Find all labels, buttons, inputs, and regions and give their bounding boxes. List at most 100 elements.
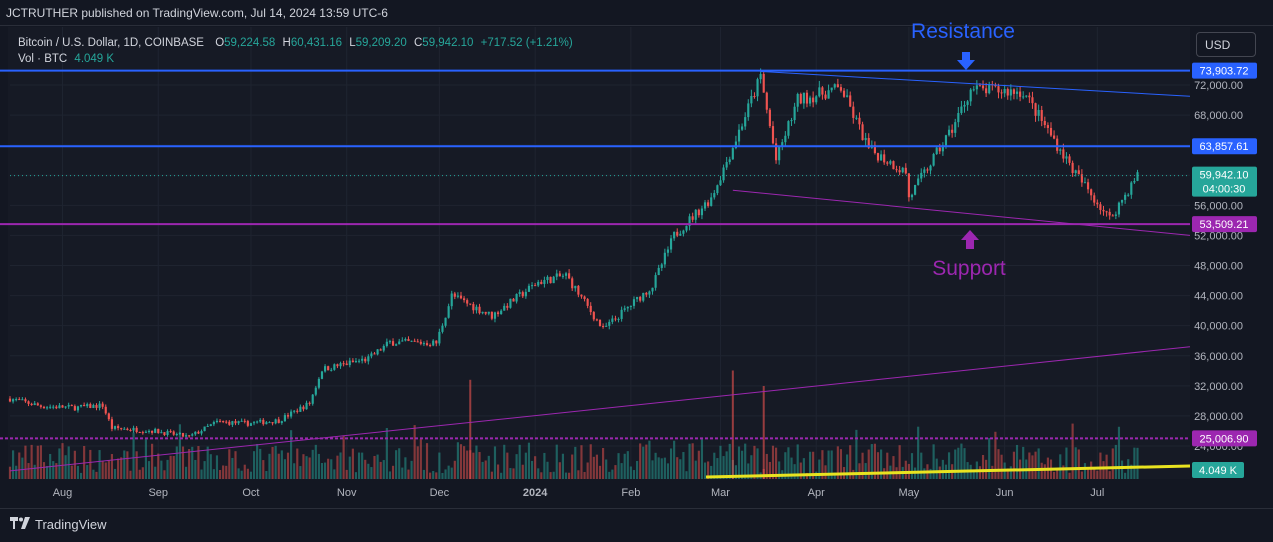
volume-bar [385,428,388,479]
volume-bar [935,458,938,479]
candle-body [737,129,741,142]
volume-bar [1056,469,1059,479]
time-tick-label: Nov [337,487,357,499]
candle-body [382,345,385,351]
volume-bar [438,452,441,479]
candle-body [691,216,694,220]
candle-body [157,428,160,434]
candle-body [398,341,401,345]
volume-bar [611,469,614,479]
volume-bar [617,453,620,479]
candle-body [484,311,487,314]
candle-body [722,167,725,181]
currency-button[interactable]: USD [1196,32,1256,57]
volume-label[interactable]: Vol · BTC [18,53,68,65]
close-label: C [413,37,423,49]
candle-body [620,309,623,319]
volume-bar [849,445,852,479]
volume-bar [558,462,561,479]
candle-body [1120,199,1124,203]
candle-body [200,431,203,434]
candle-body [283,415,287,422]
volume-bar [1012,451,1016,479]
volume-bar [741,450,744,479]
volume-bar [379,461,382,479]
level-badge [1192,430,1257,447]
candle-body [1053,135,1056,139]
volume-bar [18,452,21,479]
volume-bar [1120,460,1124,479]
volume-bar [42,462,46,479]
volume-bar [957,447,960,479]
volume-bar [867,449,870,479]
volume-value: 4.049 K [74,53,115,65]
volume-bar [552,471,555,479]
candle-body [416,341,419,343]
volume-bar [1083,463,1087,479]
candle-body [1102,209,1105,212]
chart-area[interactable] [8,27,1190,479]
volume-bar [586,462,589,479]
volume-bar [12,450,15,479]
candle-body [568,273,571,279]
symbol-label[interactable]: Bitcoin / U.S. Dollar, 1D, COINBASE [18,37,204,49]
candle-body [218,420,222,422]
candle-body [1099,204,1102,210]
candle-body [515,293,518,302]
volume-bar [1090,461,1093,479]
volume-bar [629,466,632,479]
candle-body [419,341,422,344]
candle-body [753,95,756,97]
candle-body [901,167,904,173]
volume-bar [21,457,24,479]
candle-body [756,79,759,97]
volume-bar [870,444,873,479]
candle-body [496,312,500,315]
candle-body [1074,170,1077,174]
price-tick-label: 48,000.00 [1194,261,1243,273]
candle-body [666,249,670,253]
volume-bar [534,456,537,479]
candle-body [611,318,614,322]
volume-bar [228,449,231,479]
volume-bar [364,459,367,479]
volume-bar [79,472,83,479]
volume-bar [1009,466,1012,479]
volume-bar [472,452,475,479]
long-trendline [9,346,1191,472]
volume-bar [1022,446,1025,479]
candle-body [808,97,812,104]
candle-body [876,153,880,161]
candle-body [725,162,728,168]
volume-bar [274,445,277,479]
candle-body [450,293,453,307]
volume-bar [676,457,679,479]
candle-body [1127,194,1130,196]
candle-body [478,306,481,314]
volume-bar [481,461,484,479]
candle-body [472,304,475,311]
volume-bar [929,468,932,479]
candle-body [413,340,416,342]
volume-bar [1117,426,1121,479]
candle-body [892,161,895,170]
volume-bar [101,461,104,479]
volume-bar [401,467,404,479]
candle-body [203,426,206,432]
candle-body [771,126,775,144]
candle-body [391,341,395,346]
candle-body [506,305,509,308]
last-price-badge [1192,166,1257,197]
candle-body [524,291,527,297]
volume-bar [1130,464,1133,479]
volume-bar [855,429,858,479]
arrow-down-icon [957,52,975,70]
volume-bar [660,458,663,479]
tradingview-brand[interactable]: TradingView [10,517,107,532]
price-chart[interactable]: 24,000.0028,000.0032,000.0036,000.0040,0… [0,0,1273,508]
candle-body [228,421,231,425]
volume-bar [126,451,129,479]
candle-body [904,167,907,174]
candle-body [574,285,577,289]
candle-body [744,117,747,127]
